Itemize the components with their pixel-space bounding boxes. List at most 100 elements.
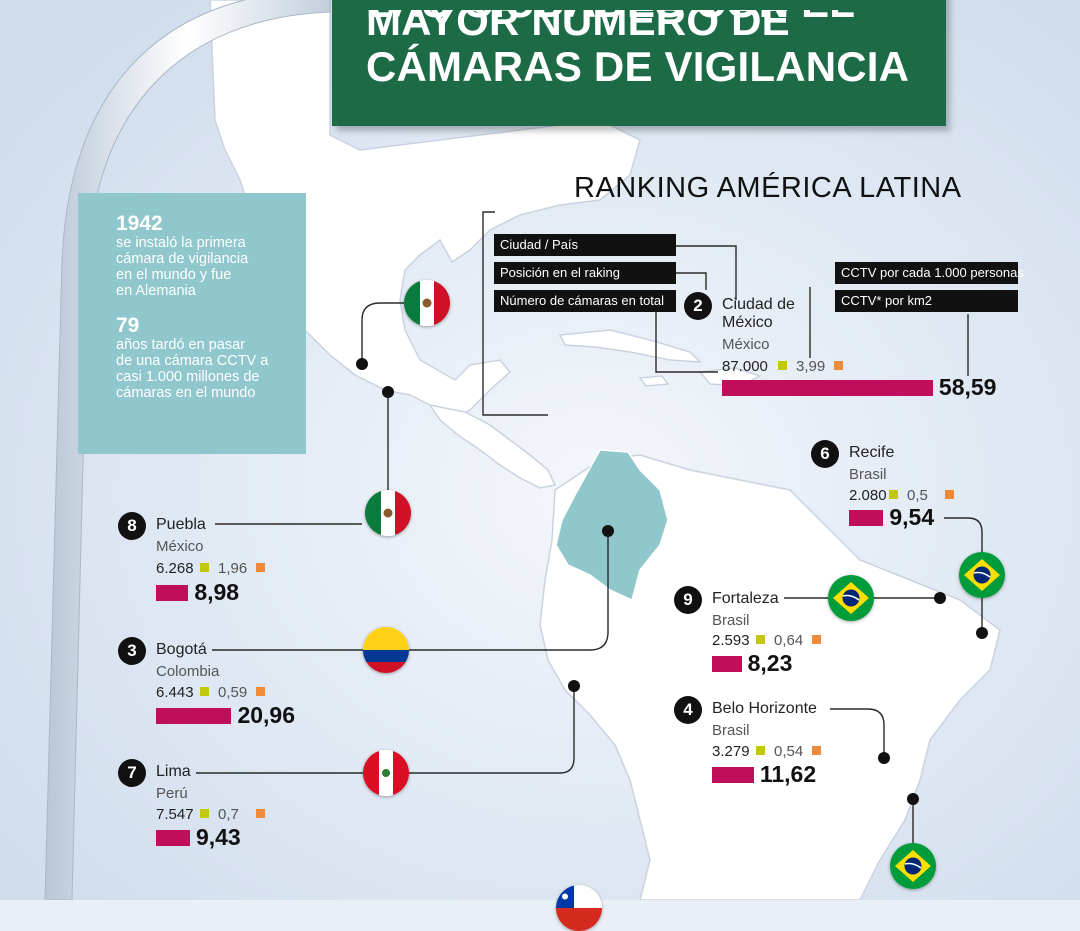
cctv-per-1000-value: 9,54	[889, 504, 935, 530]
location-dot-belo-horizonte	[878, 752, 890, 764]
cctv-bar	[156, 830, 190, 846]
country-name: Colombia	[156, 663, 220, 680]
fact-2-line-2: de una cámara CCTV a	[116, 353, 269, 369]
rank-badge: 9	[674, 586, 702, 614]
connector-recife	[944, 517, 983, 552]
legend-cctv-per-1000: CCTV por cada 1.000 personas	[835, 262, 1024, 284]
total-cameras-value: 7.547	[156, 806, 194, 823]
per-1000-marker	[256, 563, 265, 572]
connector-lima-map	[406, 686, 575, 774]
cctv-bar	[156, 708, 232, 724]
per-km2-marker	[200, 809, 209, 818]
per-km2-value: 0,54	[774, 743, 804, 760]
legend-bracket	[482, 211, 548, 416]
flag-brazil-icon	[959, 552, 1005, 598]
legend-position: Posición en el raking	[494, 262, 676, 284]
total-cameras-value: 87.000	[722, 358, 768, 375]
cctv-bar	[156, 585, 189, 601]
connector-legend-position	[676, 272, 707, 290]
cctv-per-1000-value: 8,23	[747, 650, 793, 676]
total-cameras-value: 2.593	[712, 632, 750, 649]
fact-2-line-3: casi 1.000 millones de	[116, 369, 260, 385]
rank-badge: 7	[118, 759, 146, 787]
country-name: México	[722, 336, 770, 353]
flag-brazil-icon	[890, 843, 936, 889]
flag-mexico-icon	[404, 280, 450, 326]
cctv-per-1000-value: 11,62	[759, 761, 817, 787]
lamp-pole	[44, 0, 331, 900]
city-name: Bogotá	[156, 641, 207, 658]
location-dot-recife	[976, 627, 988, 639]
flag-brazil-icon	[828, 575, 874, 621]
per-km2-marker	[778, 361, 787, 370]
rank-badge: 6	[811, 440, 839, 468]
landmass-central-america	[428, 403, 557, 489]
per-km2-value: 3,99	[796, 358, 826, 375]
country-name: Brasil	[712, 722, 750, 739]
fact-1-line-3: en el mundo y fue	[116, 267, 232, 283]
per-km2-value: 0,59	[218, 684, 248, 701]
ranking-heading: RANKING AMÉRICA LATINA	[574, 172, 962, 204]
city-name: Recife	[849, 444, 895, 461]
rank-badge: 2	[684, 292, 712, 320]
country-name: México	[156, 538, 204, 555]
fact-2-line-1: años tardó en pasar	[116, 337, 245, 353]
per-1000-marker	[834, 361, 843, 370]
location-dot-puebla	[382, 386, 394, 398]
per-1000-marker	[256, 809, 265, 818]
landmass-jamaica	[638, 375, 670, 387]
cctv-bar	[712, 656, 742, 672]
location-dot-fortaleza	[934, 592, 946, 604]
connector-bogota-map	[406, 530, 609, 651]
title-crop-cover	[332, 0, 946, 10]
location-dot-brazil-south	[907, 793, 919, 805]
connector-legend-total	[655, 301, 718, 373]
cctv-per-1000-value: 58,59	[938, 374, 997, 400]
location-dot-mexico	[356, 358, 368, 370]
cctv-bar	[712, 767, 754, 783]
cctv-per-1000-value: 8,98	[194, 579, 240, 605]
total-cameras-value: 6.268	[156, 560, 194, 577]
per-km2-marker	[200, 687, 209, 696]
country-name: Brasil	[712, 612, 750, 629]
country-name: Brasil	[849, 466, 887, 483]
title-banner: LAS CIUDADES CON EL MAYOR NÚMERO DE CÁMA…	[332, 0, 946, 126]
flag-colombia-icon	[363, 627, 409, 673]
rank-badge: 3	[118, 637, 146, 665]
fact-1-line-2: cámara de vigilancia	[116, 251, 249, 267]
city-name: Lima	[156, 763, 191, 780]
total-cameras-value: 2.080	[849, 487, 887, 504]
rank-badge: 8	[118, 512, 146, 540]
info-box: 1942 se instaló la primera cámara de vig…	[78, 193, 306, 454]
per-km2-value: 0,64	[774, 632, 804, 649]
fact-1-line-1: se instaló la primera	[116, 235, 246, 251]
fact-1-value: 1942	[116, 212, 163, 235]
per-km2-marker	[756, 746, 765, 755]
legend-city-country: Ciudad / País	[494, 234, 676, 256]
flag-chile-icon	[556, 885, 602, 931]
city-name: Puebla	[156, 516, 206, 533]
flag-peru-icon	[363, 750, 409, 796]
location-dot-bogota	[602, 525, 614, 537]
fact-2-value: 79	[116, 314, 140, 337]
per-1000-marker	[945, 490, 954, 499]
per-km2-marker	[200, 563, 209, 572]
connector-belo-horizonte	[830, 708, 885, 757]
cctv-bar	[722, 380, 933, 396]
legend-cctv-per-km2: CCTV* por km2	[835, 290, 1018, 312]
per-km2-value: 0,5	[907, 487, 928, 504]
per-1000-marker	[812, 746, 821, 755]
cctv-per-1000-value: 20,96	[237, 702, 296, 728]
connector-legend-city	[676, 245, 737, 300]
per-km2-value: 1,96	[218, 560, 248, 577]
cctv-per-1000-value: 9,43	[195, 824, 241, 850]
per-1000-marker	[256, 687, 265, 696]
per-km2-marker	[756, 635, 765, 644]
connector-mexico-city	[361, 302, 404, 364]
legend-total-cameras: Número de cámaras en total	[494, 290, 676, 312]
fact-1-line-4: en Alemania	[116, 283, 196, 299]
city-name: Fortaleza	[712, 590, 779, 607]
city-name: Ciudad de México	[722, 296, 795, 331]
per-km2-marker	[889, 490, 898, 499]
